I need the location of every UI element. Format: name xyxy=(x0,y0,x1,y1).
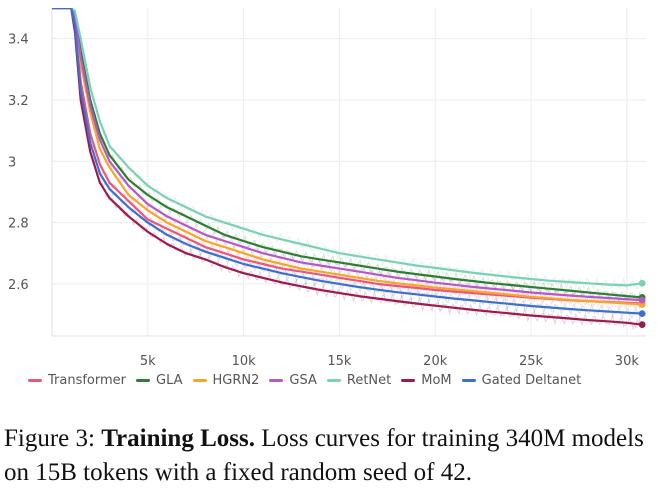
legend-item[interactable]: MoM xyxy=(401,373,452,388)
legend-swatch xyxy=(269,379,284,382)
legend-item[interactable]: Gated Deltanet xyxy=(461,373,582,388)
x-tick-label: 25k xyxy=(519,354,544,369)
legend-swatch xyxy=(401,379,416,382)
series-endpoint-4 xyxy=(638,279,646,287)
legend-item[interactable]: Transformer xyxy=(28,373,126,388)
y-tick-label: 3.4 xyxy=(8,33,29,48)
series-line-5 xyxy=(52,8,643,326)
legend-item[interactable]: HGRN2 xyxy=(192,373,260,388)
series-noise-4 xyxy=(52,8,642,291)
legend-swatch xyxy=(136,379,151,382)
legend-swatch xyxy=(326,379,341,382)
series-endpoint-5 xyxy=(638,321,646,329)
series-noise-3 xyxy=(52,8,642,306)
x-tick-label: 30k xyxy=(615,354,640,369)
x-tick-label: 10k xyxy=(232,354,257,369)
legend-label: MoM xyxy=(421,373,452,388)
legend-label: HGRN2 xyxy=(212,373,260,388)
figure-caption: Figure 3: Training Loss. Loss curves for… xyxy=(4,422,659,490)
y-tick-label: 3 xyxy=(8,155,16,170)
series-line-1 xyxy=(52,8,643,299)
caption-text: Loss curves for training 340M models on … xyxy=(4,425,644,486)
caption-bold: Training Loss. xyxy=(101,425,255,452)
y-axis: 2.6 2.8 3 3.2 3.4 xyxy=(8,8,53,336)
caption-prefix: Figure 3: xyxy=(4,425,102,452)
legend-label: GSA xyxy=(289,373,317,388)
legend-label: RetNet xyxy=(346,373,392,388)
series-line-3 xyxy=(52,8,643,302)
legend-swatch xyxy=(461,379,476,382)
series-noise-6 xyxy=(52,8,642,320)
legend-swatch xyxy=(192,379,207,382)
chart-legend: Transformer GLA HGRN2 GSA RetNet MoM Gated Del… xyxy=(28,373,653,388)
x-tick-label: 15k xyxy=(327,354,352,369)
series-line-6 xyxy=(52,8,643,315)
y-tick-label: 3.2 xyxy=(8,94,29,109)
y-tick-label: 2.6 xyxy=(8,278,29,293)
series-line-2 xyxy=(52,8,643,306)
legend-label: Transformer xyxy=(48,373,127,388)
chart-grid xyxy=(52,8,646,336)
x-axis: 5k 10k 15k 20k 25k 30k xyxy=(52,335,646,369)
series-group xyxy=(52,8,643,331)
x-tick-label: 5k xyxy=(140,354,156,369)
legend-label: Gated Deltanet xyxy=(481,373,582,388)
series-line-4 xyxy=(52,8,643,287)
loss-chart: 5k 10k 15k 20k 25k 30k 2.6 2.8 3 3.2 3.4 xyxy=(8,8,646,369)
legend-item[interactable]: GSA xyxy=(269,373,317,388)
legend-item[interactable]: RetNet xyxy=(326,373,392,388)
y-tick-label: 2.8 xyxy=(8,217,29,232)
series-endpoint-3 xyxy=(638,296,646,304)
x-tick-label: 20k xyxy=(423,354,448,369)
series-endpoint-6 xyxy=(638,310,646,318)
legend-item[interactable]: GLA xyxy=(136,373,183,388)
legend-label: GLA xyxy=(156,373,183,388)
series-noise-1 xyxy=(52,8,642,304)
legend-swatch xyxy=(28,379,42,382)
